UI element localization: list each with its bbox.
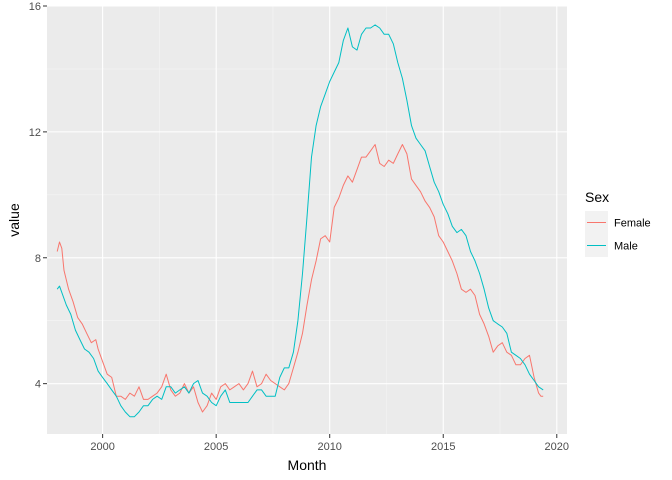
series-line-male: [56, 24, 544, 418]
x-tick-label: 2020: [545, 441, 569, 453]
axis-ticks: [43, 5, 558, 438]
x-tick-label: 2015: [431, 441, 455, 453]
x-tick-label: 2000: [90, 441, 114, 453]
y-axis-tick-labels: 4 8 12 16: [29, 1, 41, 391]
x-tick-label: 2010: [317, 441, 341, 453]
x-axis-title: Month: [288, 457, 327, 473]
legend-item-female: Female: [585, 211, 651, 234]
legend-items: Female Male: [585, 211, 651, 257]
legend-item-male: Male: [585, 234, 638, 257]
y-tick-label: 16: [29, 1, 41, 13]
x-tick-label: 2005: [204, 441, 228, 453]
series-line-female: [56, 144, 544, 413]
legend-title: Sex: [585, 189, 609, 205]
y-tick-label: 12: [29, 127, 41, 139]
series-lines: [56, 24, 544, 418]
minor-gridlines: [47, 6, 567, 434]
y-axis-title: value: [6, 203, 22, 237]
legend-label: Female: [614, 218, 651, 230]
y-tick-label: 8: [35, 253, 41, 265]
major-gridlines: [47, 5, 567, 434]
legend: Sex Female Male: [585, 189, 651, 257]
x-axis-tick-labels: 2000 2005 2010 2015 2020: [90, 441, 569, 453]
legend-label: Male: [614, 241, 638, 253]
y-tick-label: 4: [35, 379, 41, 391]
